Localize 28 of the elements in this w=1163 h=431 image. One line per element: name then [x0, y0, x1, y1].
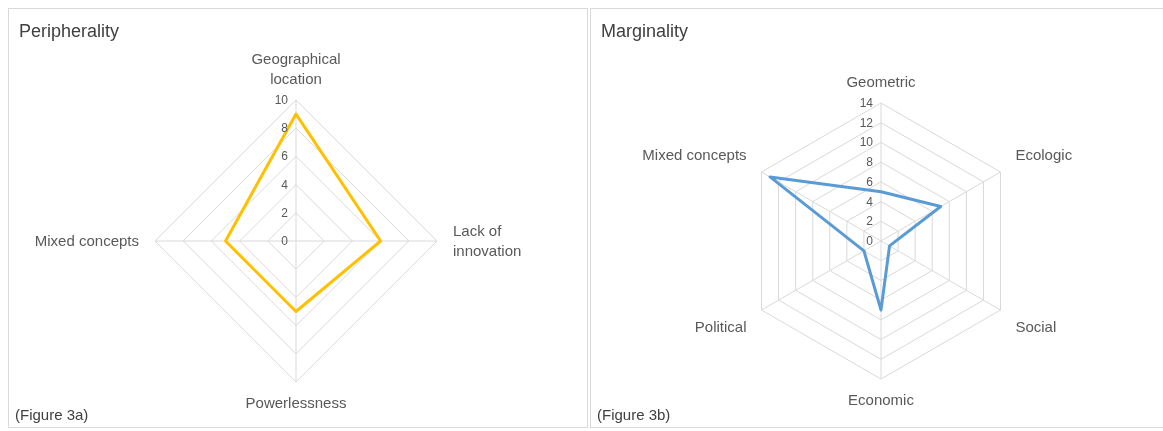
y-tick-label: 2 — [866, 214, 874, 229]
spoke-label: Ecologic — [1015, 146, 1073, 163]
spoke-label: Lack of innovation — [453, 222, 522, 259]
text: (Figure 3b) — [597, 406, 671, 423]
y-tick-label: 2 — [281, 205, 289, 220]
spoke-label: Economic — [848, 391, 915, 408]
spoke-label: Powerlessness — [245, 394, 347, 411]
spoke-label: Geographical location — [251, 50, 341, 87]
y-tick-label: 10 — [859, 135, 874, 150]
y-tick-label: 0 — [866, 234, 874, 248]
spoke-label: Mixed concepts — [642, 146, 747, 163]
spoke-label: Geometric — [846, 73, 917, 90]
chart-title: Marginality — [601, 21, 689, 42]
y-tick-label: 14 — [859, 96, 874, 110]
y-tick-label: 6 — [866, 174, 874, 189]
text: (Figure 3a) — [15, 406, 89, 423]
y-tick-label: 12 — [859, 115, 874, 130]
spoke-label: Mixed concepts — [34, 232, 139, 249]
spoke-label: Political — [694, 318, 747, 335]
y-tick-label: 0 — [281, 234, 289, 248]
chart-title: Peripherality — [19, 21, 120, 42]
y-tick-label: 10 — [274, 93, 289, 107]
y-tick-label: 8 — [866, 155, 874, 170]
y-tick-label: 8 — [281, 121, 289, 136]
y-tick-label: 4 — [866, 194, 874, 209]
y-tick-label: 6 — [281, 149, 289, 164]
spoke-label: Social — [1015, 318, 1057, 335]
y-tick-label: 4 — [281, 177, 289, 192]
